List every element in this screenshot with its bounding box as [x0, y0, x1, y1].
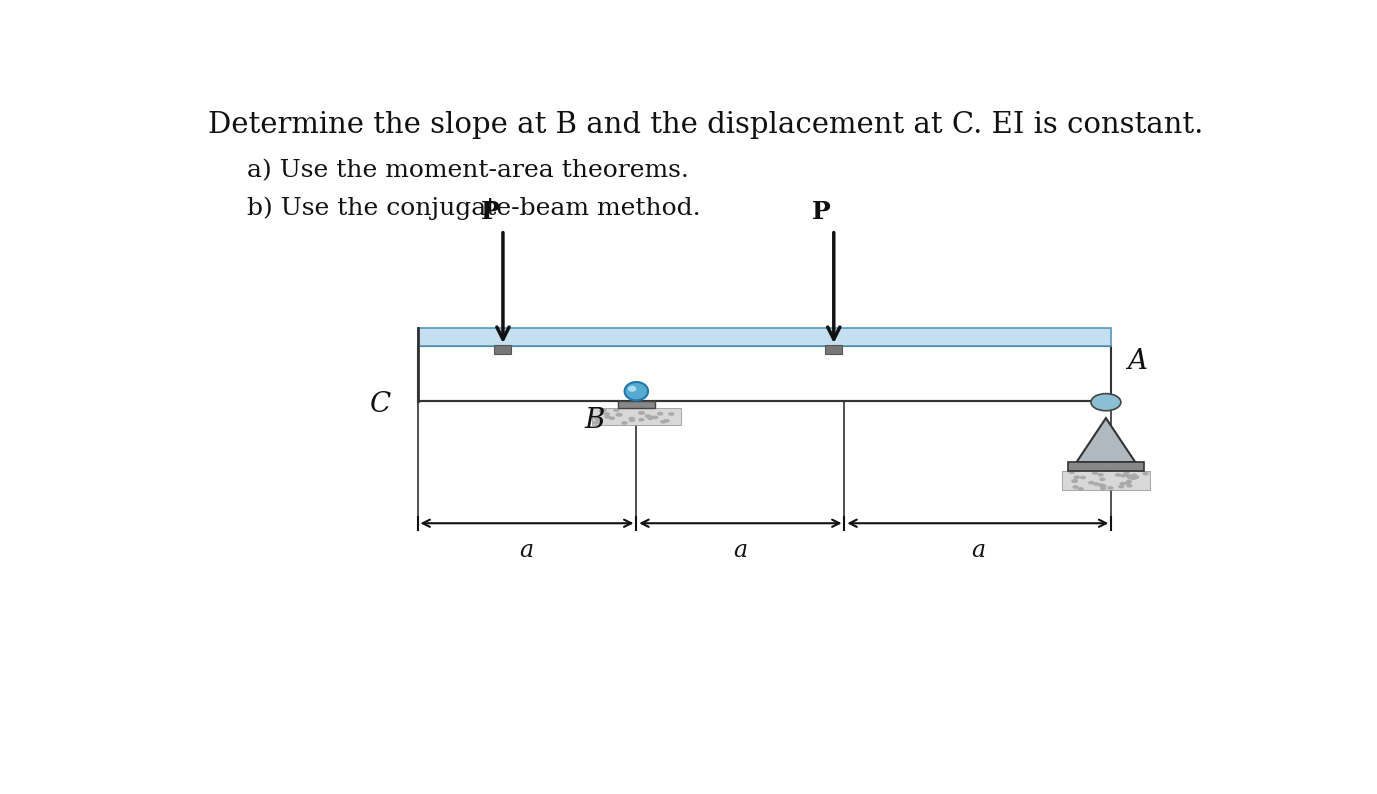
Circle shape — [1126, 484, 1132, 488]
Bar — [494, 345, 511, 354]
Ellipse shape — [628, 386, 636, 391]
Text: b) Use the conjugate-beam method.: b) Use the conjugate-beam method. — [246, 196, 701, 220]
Circle shape — [600, 408, 607, 412]
Circle shape — [1069, 471, 1075, 474]
Circle shape — [1074, 476, 1080, 479]
Circle shape — [621, 421, 628, 425]
Circle shape — [1073, 485, 1078, 489]
Text: a: a — [733, 538, 746, 561]
Text: Determine the slope at B and the displacement at C. EI is constant.: Determine the slope at B and the displac… — [208, 110, 1203, 139]
Circle shape — [1133, 476, 1139, 479]
Circle shape — [1077, 487, 1084, 491]
Circle shape — [1126, 480, 1132, 484]
Circle shape — [1118, 485, 1125, 488]
Text: P: P — [481, 199, 500, 224]
Text: B: B — [584, 407, 605, 434]
Circle shape — [1131, 473, 1137, 477]
Bar — [1062, 471, 1150, 490]
Bar — [417, 328, 1111, 346]
Bar — [592, 408, 682, 426]
Text: a: a — [519, 538, 533, 561]
Circle shape — [1097, 484, 1104, 487]
Polygon shape — [1077, 418, 1135, 462]
Text: a) Use the moment-area theorems.: a) Use the moment-area theorems. — [246, 160, 688, 183]
Circle shape — [605, 415, 610, 418]
Circle shape — [599, 409, 605, 413]
Circle shape — [647, 415, 654, 419]
Circle shape — [616, 413, 622, 416]
Circle shape — [1093, 482, 1100, 486]
Text: P: P — [811, 199, 830, 224]
Bar — [618, 401, 655, 408]
Circle shape — [1099, 477, 1106, 481]
Circle shape — [644, 414, 651, 418]
Circle shape — [629, 418, 635, 422]
Circle shape — [593, 416, 599, 419]
Circle shape — [1071, 479, 1078, 483]
Text: A: A — [1128, 348, 1147, 375]
Circle shape — [1126, 476, 1133, 480]
Bar — [417, 346, 1111, 401]
Text: a: a — [971, 538, 985, 561]
Circle shape — [1100, 484, 1107, 488]
Circle shape — [1120, 482, 1126, 485]
Circle shape — [1115, 473, 1121, 476]
Circle shape — [613, 408, 620, 412]
Circle shape — [1124, 471, 1129, 474]
Circle shape — [595, 418, 602, 422]
Circle shape — [664, 419, 669, 422]
Circle shape — [592, 421, 599, 425]
Circle shape — [638, 418, 644, 422]
Circle shape — [1143, 472, 1148, 476]
Circle shape — [1080, 476, 1086, 480]
Circle shape — [603, 412, 610, 416]
Circle shape — [668, 412, 675, 416]
Circle shape — [1131, 476, 1137, 480]
Circle shape — [657, 412, 664, 415]
Bar — [825, 345, 843, 354]
Circle shape — [1125, 474, 1131, 477]
Circle shape — [1088, 481, 1095, 484]
Circle shape — [1092, 472, 1099, 475]
Circle shape — [653, 415, 658, 419]
Circle shape — [647, 416, 654, 420]
Circle shape — [1120, 474, 1126, 477]
Circle shape — [616, 413, 622, 417]
Circle shape — [639, 411, 644, 414]
Text: C: C — [369, 391, 391, 418]
Circle shape — [660, 420, 666, 423]
Circle shape — [1097, 473, 1104, 476]
Bar — [1069, 462, 1144, 471]
Circle shape — [1107, 486, 1114, 490]
Circle shape — [1091, 394, 1121, 410]
Circle shape — [1100, 487, 1106, 490]
Circle shape — [628, 417, 635, 421]
Ellipse shape — [625, 382, 649, 400]
Circle shape — [1125, 481, 1131, 485]
Circle shape — [1071, 480, 1078, 483]
Circle shape — [609, 416, 616, 420]
Circle shape — [638, 410, 644, 414]
